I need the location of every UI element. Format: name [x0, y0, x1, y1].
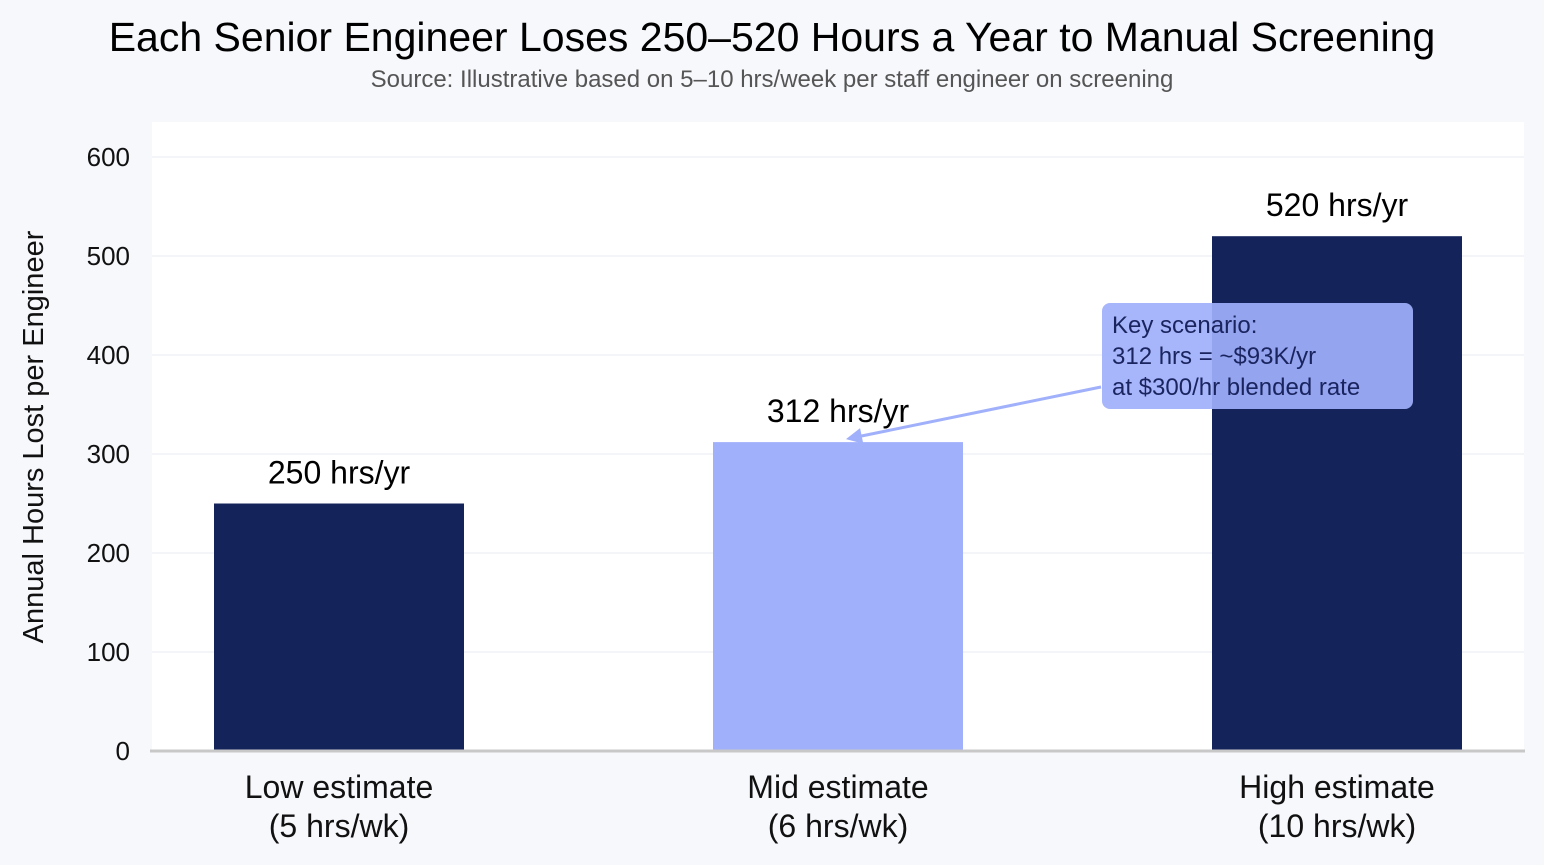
- y-tick-label: 100: [87, 637, 130, 667]
- x-category-label: (5 hrs/wk): [269, 808, 409, 844]
- y-tick-label: 200: [87, 538, 130, 568]
- callout-arrow: [855, 385, 1102, 439]
- x-category-label: (10 hrs/wk): [1258, 808, 1416, 844]
- x-category-label: (6 hrs/wk): [768, 808, 908, 844]
- y-tick-label: 600: [87, 142, 130, 172]
- data-label: 312 hrs/yr: [767, 393, 910, 429]
- x-category-label: High estimate: [1239, 769, 1435, 805]
- x-category-label: Low estimate: [245, 769, 434, 805]
- bar: [214, 503, 464, 751]
- callout-arrowhead: [846, 428, 864, 444]
- data-label: 520 hrs/yr: [1266, 187, 1409, 223]
- y-tick-label: 0: [116, 736, 130, 766]
- y-axis-ticks: 0 100 200 300 400 500 600: [87, 142, 130, 766]
- chart-title: Each Senior Engineer Loses 250–520 Hours…: [108, 14, 1436, 60]
- callout-text-line: Key scenario:: [1112, 312, 1257, 339]
- bar: [713, 442, 963, 751]
- data-label: 250 hrs/yr: [268, 455, 411, 491]
- x-axis-categories: Low estimate(5 hrs/wk) Mid estimate(6 hrs…: [245, 769, 1435, 844]
- callout-box: [1102, 303, 1413, 409]
- y-tick-label: 500: [87, 241, 130, 271]
- callout-text-line: at $300/hr blended rate: [1112, 374, 1360, 401]
- callout-annotation: Key scenario: 312 hrs = ~$93K/yr at $300/h…: [846, 303, 1413, 444]
- y-tick-label: 300: [87, 439, 130, 469]
- data-labels: 250 hrs/yr 312 hrs/yr 520 hrs/yr: [268, 187, 1409, 490]
- y-axis-label: Annual Hours Lost per Engineer: [18, 230, 50, 643]
- y-tick-label: 400: [87, 340, 130, 370]
- callout-text-line: 312 hrs = ~$93K/yr: [1112, 343, 1316, 370]
- x-category-label: Mid estimate: [747, 769, 928, 805]
- chart-subtitle: Source: Illustrative based on 5–10 hrs/w…: [370, 66, 1174, 93]
